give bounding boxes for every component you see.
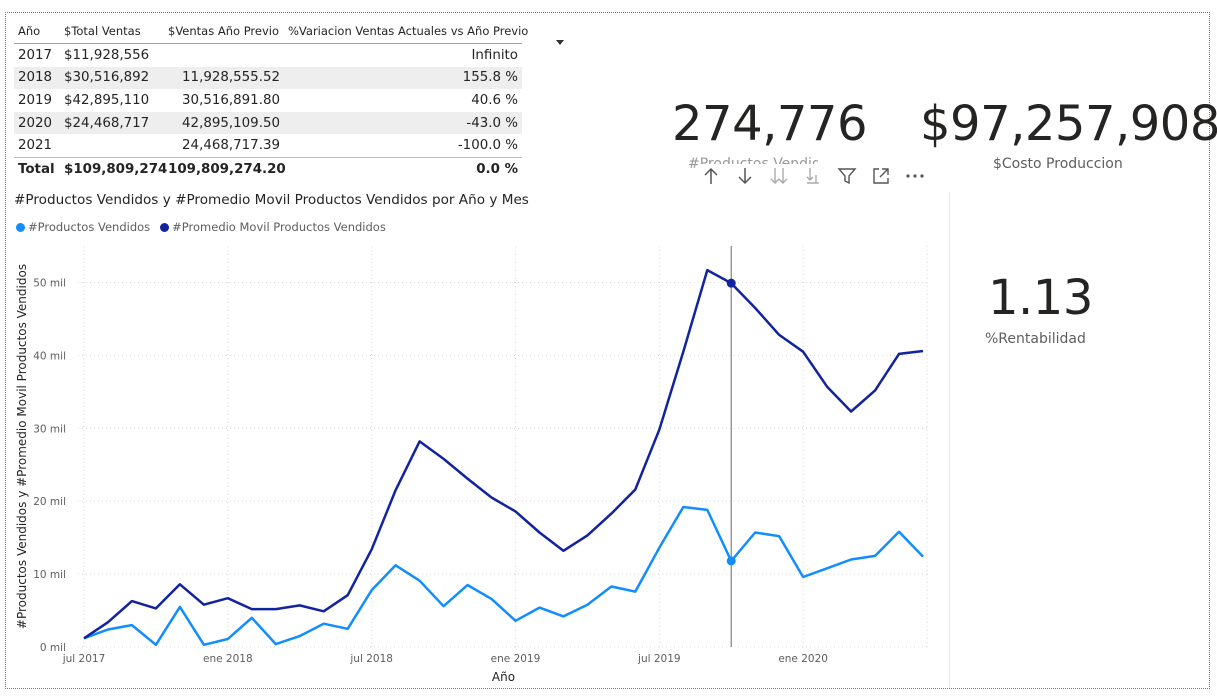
table-row: 2017 $11,928,556 Infinito <box>14 44 522 67</box>
card-rentabilidad-value[interactable]: 1.13 <box>988 270 1093 326</box>
card-productos-value[interactable]: 274,776 <box>672 96 868 152</box>
legend-label: #Productos Vendidos <box>28 220 151 234</box>
table-total-row: Total $109,809,274 109,809,274.20 0.0 % <box>14 156 522 182</box>
cell-year: 2020 <box>14 111 60 135</box>
card-costo-label: $Costo Produccion <box>993 156 1123 172</box>
cell-variacion: Infinito <box>471 47 518 63</box>
column-header-ventas-previo[interactable]: $Ventas Año Previo <box>164 18 284 44</box>
cell-total-ventas: $109,809,274 <box>60 156 167 182</box>
sales-table: Año $Total Ventas $Ventas Año Previo %Va… <box>14 18 564 182</box>
y-tick-label: 20 mil <box>33 496 66 508</box>
column-header-variacion[interactable]: %Variacion Ventas Actuales vs Año Previo <box>284 18 564 45</box>
x-tick-label: ene 2020 <box>778 653 828 665</box>
y-tick-label: 40 mil <box>33 350 66 362</box>
cell-total-ventas: $11,928,556 <box>64 47 150 63</box>
cell-total-label: Total <box>14 156 60 182</box>
cell-ventas-previo: 11,928,555.52 <box>164 66 284 90</box>
y-tick-label: 30 mil <box>33 423 66 435</box>
y-tick-label: 0 mil <box>40 642 66 654</box>
card-costo-value[interactable]: $97,257,908 <box>920 96 1217 152</box>
legend-marker <box>160 222 170 232</box>
series-line-productos <box>83 505 924 647</box>
cell-ventas-previo: 30,516,891.80 <box>182 92 280 108</box>
x-tick-label: ene 2018 <box>203 653 253 665</box>
x-axis-title: Año <box>492 670 515 684</box>
visual-header-toolbar <box>700 164 926 188</box>
x-tick-label: jul 2018 <box>349 653 393 665</box>
cell-total-ventas: $42,895,110 <box>64 92 150 108</box>
cell-ventas-previo: 109,809,274.20 <box>164 156 286 182</box>
table-row: 2018 $30,516,892 11,928,555.52 155.8 % <box>14 66 522 90</box>
cell-year: 2019 <box>18 92 53 108</box>
report-canvas-border <box>5 12 1210 689</box>
arrow-down-icon[interactable] <box>734 165 756 187</box>
table-row: 2019 $42,895,110 30,516,891.80 40.6 % <box>14 89 522 112</box>
y-axis-title: #Productos Vendidos y #Promedio Movil Pr… <box>15 264 29 629</box>
highlight-point-promedio <box>726 278 736 288</box>
column-header-total-ventas[interactable]: $Total Ventas <box>60 18 164 44</box>
column-header-year[interactable]: Año <box>14 18 60 44</box>
cell-total-ventas: $24,468,717 <box>60 111 164 135</box>
y-tick-label: 50 mil <box>33 277 66 289</box>
cell-ventas-previo: 42,895,109.50 <box>164 111 284 135</box>
cell-variacion: -43.0 % <box>284 111 522 135</box>
double-arrow-down-icon[interactable] <box>768 165 790 187</box>
expand-hierarchy-icon[interactable] <box>802 165 824 187</box>
filter-icon[interactable] <box>836 165 858 187</box>
chart-legend: #Productos Vendidos #Promedio Movil Prod… <box>16 220 386 234</box>
legend-item-promedio[interactable]: #Promedio Movil Productos Vendidos <box>160 220 386 234</box>
series-line-promedio <box>83 268 924 640</box>
cell-variacion: -100.0 % <box>457 138 518 154</box>
legend-marker <box>16 222 25 232</box>
cell-year: 2021 <box>18 138 53 154</box>
cell-total-ventas: $30,516,892 <box>60 66 164 90</box>
table-header-row: Año $Total Ventas $Ventas Año Previo %Va… <box>14 18 564 45</box>
cell-ventas-previo: 24,468,717.39 <box>182 138 280 154</box>
card-rentabilidad-label: %Rentabilidad <box>985 331 1086 347</box>
focus-mode-icon[interactable] <box>870 165 892 187</box>
line-chart-visual[interactable] <box>10 192 950 688</box>
x-tick-label: jul 2017 <box>62 653 106 665</box>
highlight-point-productos <box>726 556 736 566</box>
more-options-icon[interactable] <box>904 165 926 187</box>
table-row: 2021 24,468,717.39 -100.0 % <box>14 134 522 157</box>
sales-table-visual[interactable]: Año $Total Ventas $Ventas Año Previo %Va… <box>14 18 564 188</box>
chart-title: #Productos Vendidos y #Promedio Movil Pr… <box>14 192 529 208</box>
legend-label: #Promedio Movil Productos Vendidos <box>172 220 386 234</box>
arrow-up-icon[interactable] <box>700 165 722 187</box>
column-header-variacion-label: %Variacion Ventas Actuales vs Año Previo <box>288 23 529 38</box>
cell-variacion: 0.0 % <box>284 156 522 182</box>
sort-descending-icon <box>556 40 564 45</box>
cell-year: 2017 <box>18 47 53 63</box>
cell-variacion: 155.8 % <box>284 66 522 90</box>
table-row: 2020 $24,468,717 42,895,109.50 -43.0 % <box>14 111 522 135</box>
x-tick-label: jul 2019 <box>637 653 681 665</box>
y-tick-label: 10 mil <box>33 569 66 581</box>
cell-variacion: 40.6 % <box>471 92 518 108</box>
cell-year: 2018 <box>14 66 60 90</box>
legend-item-productos[interactable]: #Productos Vendidos <box>16 220 150 234</box>
x-tick-label: ene 2019 <box>491 653 541 665</box>
